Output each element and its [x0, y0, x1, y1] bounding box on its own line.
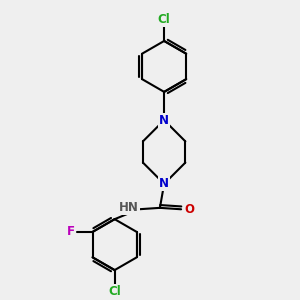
- Text: HN: HN: [119, 201, 139, 214]
- Text: N: N: [159, 114, 169, 127]
- Text: Cl: Cl: [158, 13, 170, 26]
- Text: F: F: [67, 225, 75, 239]
- Text: Cl: Cl: [108, 285, 121, 298]
- Text: O: O: [184, 203, 194, 216]
- Text: N: N: [159, 177, 169, 190]
